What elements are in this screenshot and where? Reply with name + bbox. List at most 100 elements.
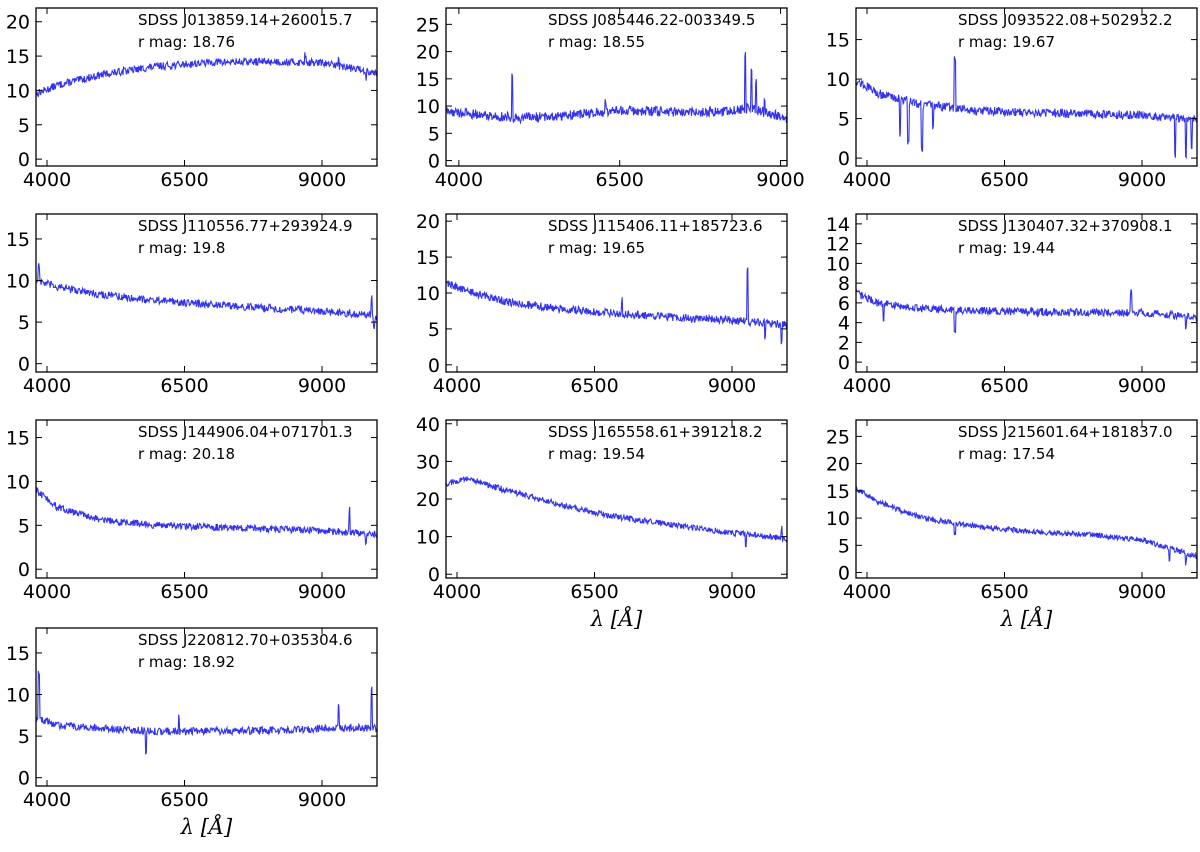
- r-magnitude: r mag: 20.18: [138, 445, 235, 463]
- x-tick-label: 6500: [980, 375, 1028, 397]
- x-tick-label: 9000: [1118, 375, 1166, 397]
- y-tick-label: 5: [18, 515, 30, 537]
- spectrum-panel: 4000 6500 9000 0 5 10 15 SDSS J110556.77+293924…: [6, 213, 378, 397]
- spectrum-line: [856, 486, 1197, 566]
- y-tick-label: 15: [6, 229, 30, 251]
- r-magnitude: r mag: 19.44: [958, 239, 1055, 257]
- y-tick-label: 20: [416, 211, 440, 233]
- y-tick-label: 15: [6, 46, 30, 68]
- r-magnitude: r mag: 19.8: [138, 239, 225, 257]
- x-tick-label: 4000: [435, 169, 483, 191]
- y-tick-label: 10: [6, 80, 30, 102]
- y-tick-label: 10: [416, 527, 440, 549]
- y-tick-label: 5: [838, 109, 850, 131]
- y-tick-label: 10: [826, 69, 850, 91]
- spectrum-panel: 4000 6500 9000 0 5 10 15 SDSS J093522.08+502932…: [826, 7, 1198, 191]
- y-tick-label: 0: [838, 563, 850, 585]
- spectrum-line: [446, 51, 787, 125]
- object-name: SDSS J093522.08+502932.2: [958, 11, 1173, 29]
- spectrum-line: [446, 266, 787, 345]
- spectrum-line: [446, 476, 787, 548]
- x-tick-label: 4000: [433, 375, 481, 397]
- y-tick-label: 5: [838, 535, 850, 557]
- x-tick-label: 9000: [756, 169, 804, 191]
- spectrum-panel: 4000 6500 9000 0 5 10 15 20 SDSS J115406.11+1857…: [416, 211, 788, 397]
- y-tick-label: 0: [428, 564, 440, 586]
- x-tick-label: 6500: [160, 789, 208, 811]
- y-tick-label: 10: [416, 96, 440, 118]
- r-magnitude: r mag: 17.54: [958, 445, 1055, 463]
- y-tick-label: 5: [18, 726, 30, 748]
- y-tick-label: 10: [826, 253, 850, 275]
- y-tick-label: 10: [6, 471, 30, 493]
- x-tick-label: 4000: [23, 375, 71, 397]
- y-tick-label: 25: [416, 14, 440, 36]
- y-tick-label: 20: [6, 12, 30, 34]
- plot-frame: [445, 7, 788, 167]
- y-tick-label: 10: [6, 685, 30, 707]
- y-tick-label: 5: [428, 123, 440, 145]
- spectrum-panel: 4000 6500 9000 0 5 10 15 20 25 SDSS J085446.22-00…: [416, 7, 805, 191]
- plot-frame: [855, 419, 1198, 579]
- y-tick-label: 15: [826, 481, 850, 503]
- x-tick-label: 4000: [23, 581, 71, 603]
- r-magnitude: r mag: 19.65: [548, 239, 645, 257]
- r-magnitude: r mag: 18.92: [138, 653, 235, 671]
- y-tick-label: 6: [838, 293, 850, 315]
- y-tick-label: 10: [826, 508, 850, 530]
- y-tick-label: 0: [838, 148, 850, 170]
- y-tick-label: 15: [416, 69, 440, 91]
- plot-frame: [855, 213, 1198, 373]
- x-tick-label: 6500: [160, 169, 208, 191]
- spectrum-line: [856, 288, 1197, 334]
- x-axis-label: λ [Å]: [590, 606, 643, 631]
- y-tick-label: 5: [18, 115, 30, 137]
- plot-frame: [35, 627, 378, 787]
- x-tick-label: 4000: [843, 169, 891, 191]
- y-tick-label: 0: [18, 149, 30, 171]
- spectrum-panel: 4000 6500 9000 0 10 20 30 40 SDSS J165558.61+391…: [416, 414, 788, 631]
- y-tick-label: 8: [838, 273, 850, 295]
- y-tick-label: 4: [838, 313, 850, 335]
- spectrum-panel: 4000 6500 9000 0 5 10 15 SDSS J144906.04+071701…: [6, 419, 378, 603]
- r-magnitude: r mag: 18.55: [548, 33, 645, 51]
- y-tick-label: 5: [18, 312, 30, 334]
- plot-frame: [445, 213, 788, 373]
- x-tick-label: 6500: [160, 581, 208, 603]
- y-tick-label: 0: [18, 354, 30, 376]
- spectrum-panel: 4000 6500 9000 0 5 10 15 SDSS J220812.70+035304…: [6, 627, 378, 839]
- y-tick-label: 0: [18, 559, 30, 581]
- spectrum-panel: 4000 6500 9000 0 5 10 15 20 25 SDSS J215601.64+18…: [826, 419, 1198, 631]
- x-tick-label: 9000: [1118, 169, 1166, 191]
- spectrum-line: [36, 263, 377, 330]
- object-name: SDSS J085446.22-003349.5: [548, 11, 755, 29]
- y-tick-label: 20: [416, 42, 440, 64]
- r-magnitude: r mag: 18.76: [138, 33, 235, 51]
- x-tick-label: 4000: [843, 375, 891, 397]
- y-tick-label: 12: [826, 234, 850, 256]
- plot-frame: [445, 419, 788, 579]
- object-name: SDSS J115406.11+185723.6: [548, 217, 763, 235]
- object-name: SDSS J165558.61+391218.2: [548, 423, 763, 441]
- x-tick-label: 9000: [298, 789, 346, 811]
- r-magnitude: r mag: 19.54: [548, 445, 645, 463]
- spectrum-panel: 4000 6500 9000 0 5 10 15 20 SDSS J013859.14+2600…: [6, 7, 378, 191]
- x-tick-label: 6500: [980, 581, 1028, 603]
- r-magnitude: r mag: 19.67: [958, 33, 1055, 51]
- x-tick-label: 9000: [298, 375, 346, 397]
- object-name: SDSS J013859.14+260015.7: [138, 11, 353, 29]
- spectrum-line: [36, 486, 377, 546]
- object-name: SDSS J110556.77+293924.9: [138, 217, 353, 235]
- spectrum-line: [36, 670, 377, 755]
- y-tick-label: 0: [428, 355, 440, 377]
- plot-frame: [35, 419, 378, 579]
- y-tick-label: 0: [838, 352, 850, 374]
- x-tick-label: 6500: [980, 169, 1028, 191]
- x-tick-label: 9000: [708, 581, 756, 603]
- y-tick-label: 25: [826, 426, 850, 448]
- spectrum-line: [36, 52, 377, 98]
- x-tick-label: 6500: [596, 169, 644, 191]
- y-tick-label: 2: [838, 332, 850, 354]
- x-tick-label: 4000: [23, 789, 71, 811]
